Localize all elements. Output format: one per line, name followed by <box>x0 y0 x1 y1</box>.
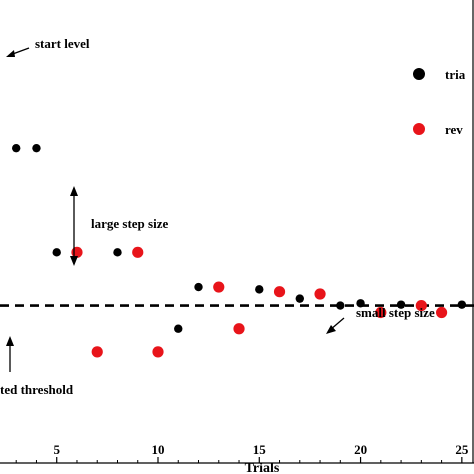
small-step-label: small step size <box>356 305 435 320</box>
annotation-start-level: start level <box>6 36 90 57</box>
point-tria-15 <box>255 285 264 294</box>
annotation-threshold: ted threshold <box>0 336 74 397</box>
point-tria-4 <box>32 143 41 153</box>
point-rev-13 <box>213 281 225 293</box>
legend-label-tria: tria <box>445 67 466 82</box>
start-level-label: start level <box>35 36 90 51</box>
point-tria-8 <box>113 248 122 257</box>
x-tick-label-5: 5 <box>53 442 60 457</box>
x-tick-label-25: 25 <box>455 442 469 457</box>
data-points <box>12 143 467 358</box>
annotation-large-step: large step size <box>70 186 168 266</box>
x-tick-label-15: 15 <box>253 442 267 457</box>
point-rev-18 <box>314 288 326 300</box>
legend-marker-tria <box>413 68 425 80</box>
point-tria-12 <box>194 282 203 292</box>
annotation-small-step: small step size <box>326 305 435 334</box>
point-rev-14 <box>233 323 245 335</box>
threshold-arrowhead <box>6 336 14 346</box>
x-tick-label-10: 10 <box>152 442 165 457</box>
threshold-label: ted threshold <box>0 382 74 397</box>
large-step-arrowhead-up <box>70 186 78 196</box>
point-tria-22 <box>396 300 406 309</box>
legend-marker-rev <box>413 123 425 135</box>
legend: tria rev <box>413 67 466 137</box>
start-level-arrowhead <box>6 50 15 57</box>
point-rev-9 <box>132 246 144 258</box>
point-rev-21 <box>375 306 387 319</box>
point-rev-16 <box>273 286 286 298</box>
large-step-arrowhead-down <box>70 256 78 266</box>
legend-label-rev: rev <box>445 122 463 137</box>
point-tria-11 <box>174 324 183 333</box>
point-tria-3 <box>12 143 21 153</box>
x-ticks: 5 10 15 20 25 <box>15 442 469 463</box>
point-tria-25 <box>457 300 467 309</box>
point-tria-20 <box>356 299 365 308</box>
point-rev-10 <box>152 346 164 358</box>
point-tria-17 <box>295 294 304 303</box>
point-tria-5 <box>52 248 61 257</box>
small-step-arrowhead <box>326 325 336 334</box>
point-rev-23 <box>415 299 427 312</box>
large-step-label: large step size <box>91 216 168 231</box>
point-rev-7 <box>91 346 103 358</box>
x-axis-title: Trials <box>245 461 280 474</box>
x-tick-label-20: 20 <box>354 442 367 457</box>
point-rev-24 <box>435 306 448 319</box>
point-tria-19 <box>336 301 345 310</box>
